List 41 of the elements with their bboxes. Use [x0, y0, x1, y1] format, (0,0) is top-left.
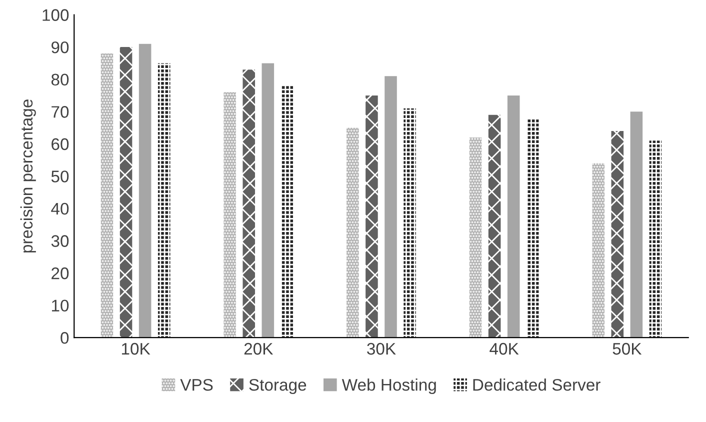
- bar: [630, 112, 643, 338]
- bar: [138, 44, 152, 338]
- bar: [649, 140, 662, 338]
- bar: [100, 54, 114, 338]
- bar: [366, 95, 378, 338]
- y-tick-label: 30: [51, 235, 69, 247]
- legend-label: Storage: [249, 378, 306, 394]
- bar: [242, 70, 256, 338]
- legend-label: VPS: [180, 378, 213, 391]
- bar: [158, 63, 170, 338]
- bar: [611, 130, 624, 338]
- y-tick-label: 0: [60, 332, 69, 344]
- y-tick-label: 40: [51, 202, 69, 215]
- bar: [507, 95, 520, 338]
- y-tick-label: 100: [42, 9, 69, 21]
- bar: [224, 92, 236, 338]
- bar: [592, 163, 605, 338]
- bar: [120, 47, 132, 338]
- bar: [469, 137, 482, 338]
- legend-label: Web Hosting: [342, 378, 436, 394]
- bar: [280, 86, 294, 338]
- y-tick-label: 10: [52, 300, 69, 312]
- x-tick-label: 10K: [122, 342, 150, 355]
- bar: [384, 76, 397, 338]
- bar: [526, 118, 539, 338]
- bar: [346, 128, 359, 338]
- y-tick-label: 90: [52, 41, 69, 54]
- bar: [488, 114, 501, 338]
- y-tick-label: 80: [51, 74, 69, 86]
- x-tick-label: 40K: [490, 342, 519, 355]
- y-axis-title: precision percentage: [20, 100, 36, 252]
- y-tick-label: 50: [51, 170, 69, 182]
- x-tick-label: 20K: [244, 342, 274, 355]
- bar: [404, 108, 416, 338]
- legend-label: Dedicated Server: [473, 378, 600, 391]
- bar: [262, 63, 274, 338]
- x-tick-label: 30K: [367, 342, 396, 355]
- y-tick-label: 60: [52, 138, 69, 150]
- y-tick-label: 70: [52, 106, 69, 118]
- y-tick-label: 20: [52, 267, 69, 280]
- x-tick-label: 50K: [612, 342, 642, 355]
